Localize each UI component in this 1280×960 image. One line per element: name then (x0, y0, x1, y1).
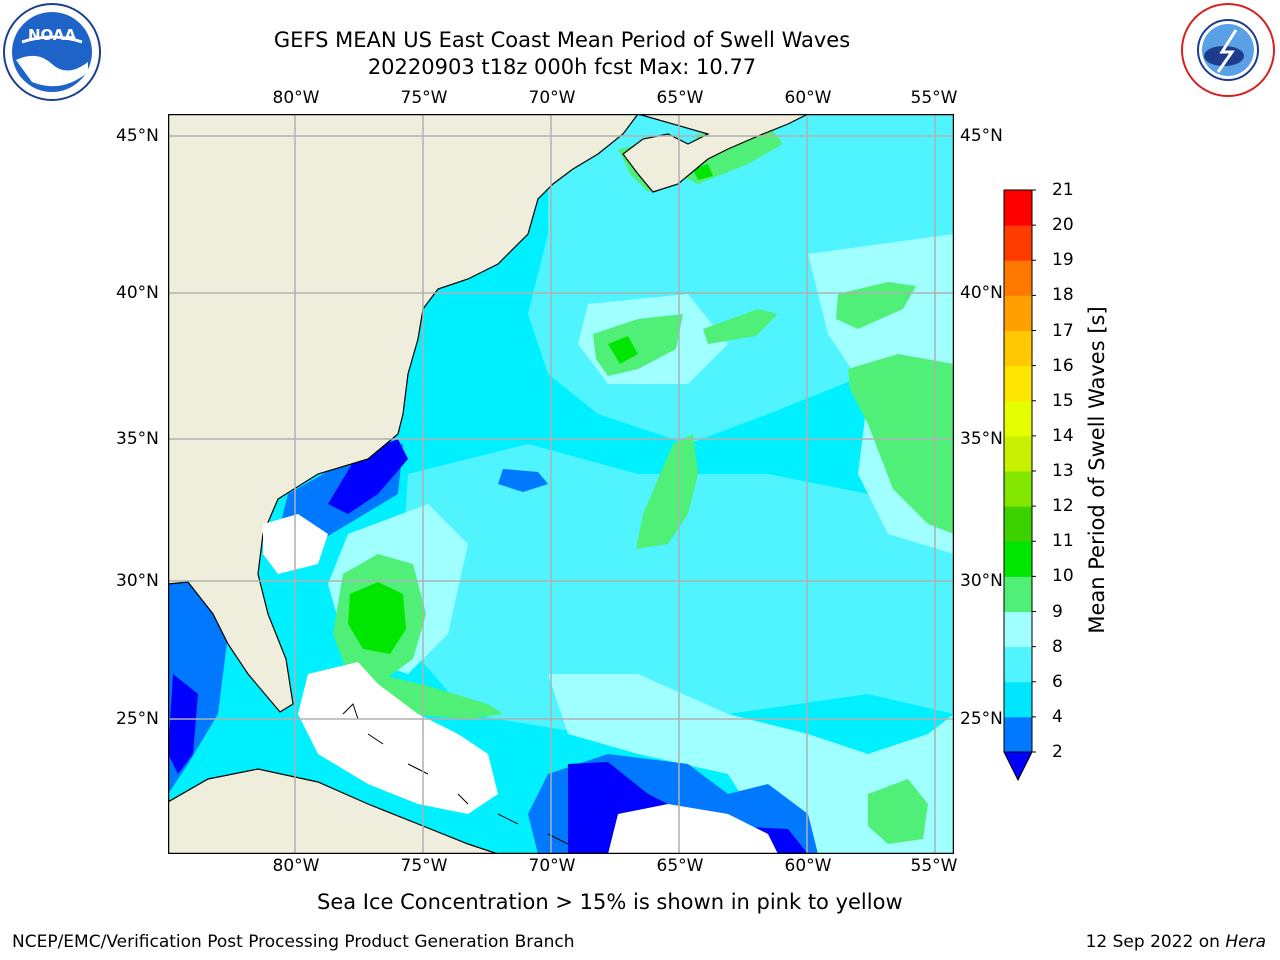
colorbar-segment (1004, 295, 1032, 331)
nws-logo (1178, 0, 1278, 100)
colorbar-segment (1004, 330, 1032, 367)
colorbar-tick-label: 14 (1052, 425, 1074, 446)
footer-date: 12 Sep 2022 on Hera (1086, 932, 1266, 952)
colorbar-tick-label: 15 (1052, 390, 1074, 411)
lat-tick-right: 30°N (960, 571, 1003, 591)
colorbar-segment (1004, 471, 1032, 507)
chart-title: GEFS MEAN US East Coast Mean Period of S… (273, 28, 851, 52)
colorbar-segment (1004, 225, 1032, 261)
land-maritimes (622, 114, 809, 193)
lon-tick-bottom: 70°W (528, 856, 576, 876)
lat-tick-left: 35°N (116, 429, 159, 449)
island-outline (342, 703, 569, 845)
chart-subtitle: 20220903 t18z 000h fcst Max: 10.77 (367, 55, 757, 79)
lat-tick-left: 45°N (116, 126, 159, 146)
colorbar-tick-label: 11 (1052, 531, 1074, 552)
swell-period-map (168, 114, 954, 854)
lon-tick-top: 80°W (272, 88, 320, 108)
footer-machine: Hera (1225, 932, 1266, 952)
swell-band-light (398, 444, 954, 734)
colorbar-tick-label: 6 (1052, 671, 1063, 692)
colorbar-segment (1004, 646, 1032, 683)
swell-patch-bright (348, 582, 406, 654)
lon-tick-bottom: 75°W (400, 856, 448, 876)
colorbar-tick-label: 8 (1052, 636, 1063, 657)
swell-patch-green (636, 434, 698, 549)
swell-lowest-zone (328, 439, 408, 514)
colorbar-segment (1004, 190, 1032, 226)
hispaniola-nodata (608, 804, 778, 854)
lon-tick-top: 70°W (528, 88, 576, 108)
lat-tick-right: 45°N (960, 126, 1003, 146)
lon-tick-top: 75°W (400, 88, 448, 108)
colorbar-tick-label: 13 (1052, 461, 1074, 481)
colorbar-segment (1004, 365, 1032, 402)
nws-logo-icon (1180, 2, 1276, 98)
colorbar (1003, 189, 1036, 782)
lat-tick-right: 25°N (960, 709, 1003, 729)
colorbar-tick-label: 12 (1052, 496, 1074, 517)
colorbar-segment (1004, 506, 1032, 542)
colorbar-extend-triangle (1003, 751, 1033, 782)
colorbar-segment (1004, 681, 1032, 718)
colorbar-tick-label: 4 (1052, 706, 1063, 727)
noaa-logo-text: NOAA (28, 26, 77, 44)
lon-tick-top: 65°W (656, 88, 704, 108)
colorbar-tick-label: 17 (1052, 320, 1074, 341)
land-north-america (168, 114, 639, 713)
lon-tick-top: 55°W (910, 88, 958, 108)
colorbar-segment (1004, 400, 1032, 437)
swell-patch-green (593, 314, 683, 376)
colorbar-tick-label: 18 (1052, 285, 1074, 306)
colorbar-segment (1004, 611, 1032, 648)
colorbar-tick-label: 19 (1052, 250, 1074, 271)
sea-ice-note: Sea Ice Concentration > 15% is shown in … (317, 890, 903, 914)
swell-patch-green (868, 779, 928, 844)
map-gridlines (168, 114, 954, 854)
colorbar-tick-label: 21 (1052, 180, 1074, 200)
colorbar-tick-label: 2 (1052, 742, 1063, 762)
footer-branch: NCEP/EMC/Verification Post Processing Pr… (12, 932, 575, 952)
noaa-logo: NOAA (2, 2, 102, 102)
lat-tick-left: 40°N (116, 283, 159, 303)
bahamas-nodata (298, 662, 498, 814)
colorbar-tick-label: 9 (1052, 601, 1063, 622)
lon-tick-bottom: 65°W (656, 856, 704, 876)
swell-patch-green (703, 309, 778, 344)
colorbar-segment (1004, 260, 1032, 296)
colorbar-segment (1004, 716, 1032, 753)
lon-tick-bottom: 55°W (910, 856, 958, 876)
lat-tick-right: 40°N (960, 283, 1003, 303)
lon-tick-bottom: 80°W (272, 856, 320, 876)
colorbar-segment (1004, 576, 1032, 612)
swell-low-zone (498, 469, 548, 492)
noaa-logo-icon: NOAA (3, 3, 101, 101)
lat-tick-left: 30°N (116, 571, 159, 591)
land-cuba (168, 768, 499, 854)
colorbar-tick-label: 20 (1052, 215, 1074, 236)
map-frame (168, 114, 954, 854)
lon-tick-bottom: 60°W (784, 856, 832, 876)
swell-patch-green (848, 354, 954, 534)
colorbar-label: Mean Period of Swell Waves [s] (1085, 306, 1109, 634)
colorbar-segment (1004, 435, 1032, 472)
colorbar-tick-label: 10 (1052, 566, 1074, 587)
lat-tick-right: 35°N (960, 429, 1003, 449)
colorbar-segment (1004, 541, 1032, 577)
lon-tick-top: 60°W (784, 88, 832, 108)
swell-patch-bright (608, 336, 638, 364)
lat-tick-left: 25°N (116, 709, 159, 729)
colorbar-tick-label: 16 (1052, 355, 1074, 376)
swell-lowest-zone (168, 674, 198, 774)
footer-date-text: 12 Sep 2022 on (1085, 932, 1226, 952)
